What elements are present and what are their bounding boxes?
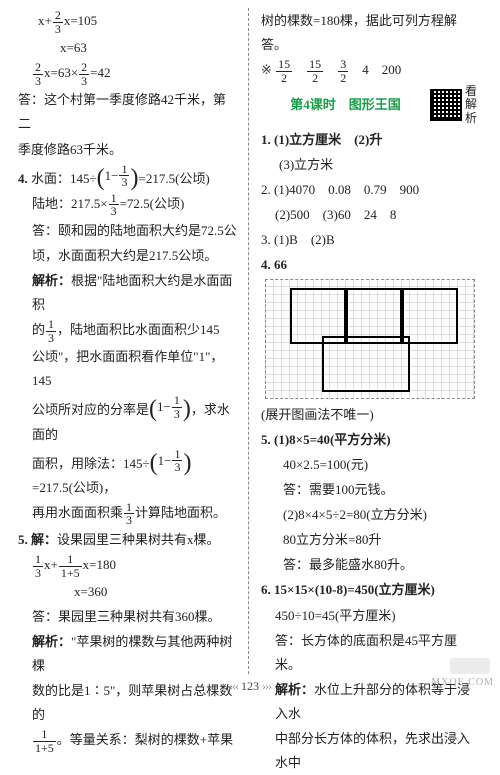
text-line: 树的棵数=180棵，据此可列方程解答。 bbox=[261, 9, 479, 57]
text-line: x=63 bbox=[18, 36, 238, 60]
section-header: 第4课时 图形王国 看解析 bbox=[261, 85, 479, 125]
text-line: 答：最多能盛水80升。 bbox=[261, 553, 479, 577]
page-content: x+23x=105 x=63 23x=63×23=42 答：这个村第一季度修路4… bbox=[0, 0, 500, 682]
text-line: (展开图画法不唯一) bbox=[261, 403, 479, 427]
text-line: 季度修路63千米。 bbox=[18, 138, 238, 162]
text-line: (3)立方米 bbox=[261, 153, 479, 177]
qr-label: 看解析 bbox=[465, 85, 479, 125]
text-line: 5. (1)8×5=40(平方分米) bbox=[261, 428, 479, 452]
text-line: 顷，水面面积大约是217.5公顷。 bbox=[18, 244, 238, 268]
text-line: 答：需要100元钱。 bbox=[261, 478, 479, 502]
grid-diagram bbox=[265, 279, 475, 399]
section-title: 第4课时 图形王国 bbox=[261, 93, 430, 117]
page-number: 123 bbox=[241, 679, 259, 693]
text-line: 40×2.5=100(元) bbox=[261, 453, 479, 477]
text-line: 6. 15×15×(10-8)=450(立方厘米) bbox=[261, 578, 479, 602]
text-line: 公顷"，把水面面积看作单位"1"，145 bbox=[18, 345, 238, 393]
page-footer: ‹‹‹ 123 ››› bbox=[0, 679, 500, 694]
text-line: 23x=63×23=42 bbox=[18, 61, 238, 87]
text-line: 答：这个村第一季度修路42千米，第二 bbox=[18, 88, 238, 136]
text-line: 450÷10=45(平方厘米) bbox=[261, 604, 479, 628]
left-column: x+23x=105 x=63 23x=63×23=42 答：这个村第一季度修路4… bbox=[18, 8, 244, 674]
text-line: 陆地：217.5×13=72.5(公顷) bbox=[18, 192, 238, 218]
watermark-icon bbox=[450, 658, 490, 674]
text-line: ※ 152 152 32 4 200 bbox=[261, 58, 479, 84]
text-line: 1. (1)立方厘米 (2)升 bbox=[261, 128, 479, 152]
text-line: (2)8×4×5÷2=80(立方分米) bbox=[261, 503, 479, 527]
text-line: x=360 bbox=[18, 580, 238, 604]
text-line: 答：颐和园的陆地面积大约是72.5公 bbox=[18, 219, 238, 243]
watermark-text: MXQE.COM bbox=[431, 677, 494, 688]
text-line: 答：长方体的底面积是45平方厘米。 bbox=[261, 629, 479, 677]
qr-code-icon bbox=[430, 89, 462, 121]
text-line: 中部分长方体的体积，先求出浸入水中 bbox=[261, 727, 479, 775]
text-line: 的13，陆地面积比水面面积少145 bbox=[18, 318, 238, 344]
column-divider bbox=[248, 8, 249, 674]
text-line: 答：果园里三种果树共有360棵。 bbox=[18, 605, 238, 629]
text-line: (2)500 (3)60 24 8 bbox=[261, 203, 479, 227]
text-line: 解析："苹果树的棵数与其他两种树棵 bbox=[18, 630, 238, 678]
right-column: 树的棵数=180棵，据此可列方程解答。 ※ 152 152 32 4 200 第… bbox=[253, 8, 479, 674]
text-line: 3. (1)B (2)B bbox=[261, 228, 479, 252]
text-line: 4. 66 bbox=[261, 253, 479, 277]
text-line: 80立方分米=80升 bbox=[261, 528, 479, 552]
text-line: 11+5。等量关系：梨树的棵数+苹果 bbox=[18, 728, 238, 754]
footer-deco: ‹‹‹ bbox=[229, 679, 238, 693]
rect-shape bbox=[322, 336, 410, 392]
text-line: 解析：根据"陆地面积大约是水面面积 bbox=[18, 269, 238, 317]
text-line: 2. (1)4070 0.08 0.79 900 bbox=[261, 178, 479, 202]
text-line: 13x+11+5x=180 bbox=[18, 553, 238, 579]
text-line: x+23x=105 bbox=[18, 9, 238, 35]
text-line: 再用水面面积乘13计算陆地面积。 bbox=[18, 501, 238, 527]
text-line: 面积，用除法：145÷(1−13)=217.5(公顷)， bbox=[18, 448, 238, 500]
text-line: 5. 解：设果园里三种果树共有x棵。 bbox=[18, 528, 238, 552]
footer-deco: ››› bbox=[262, 679, 271, 693]
text-line: 公顷所对应的分率是(1−13)，求水面的 bbox=[18, 394, 238, 446]
rect-shape bbox=[402, 288, 458, 344]
text-line: 4. 水面：145÷(1−13)=217.5(公顷) bbox=[18, 163, 238, 191]
